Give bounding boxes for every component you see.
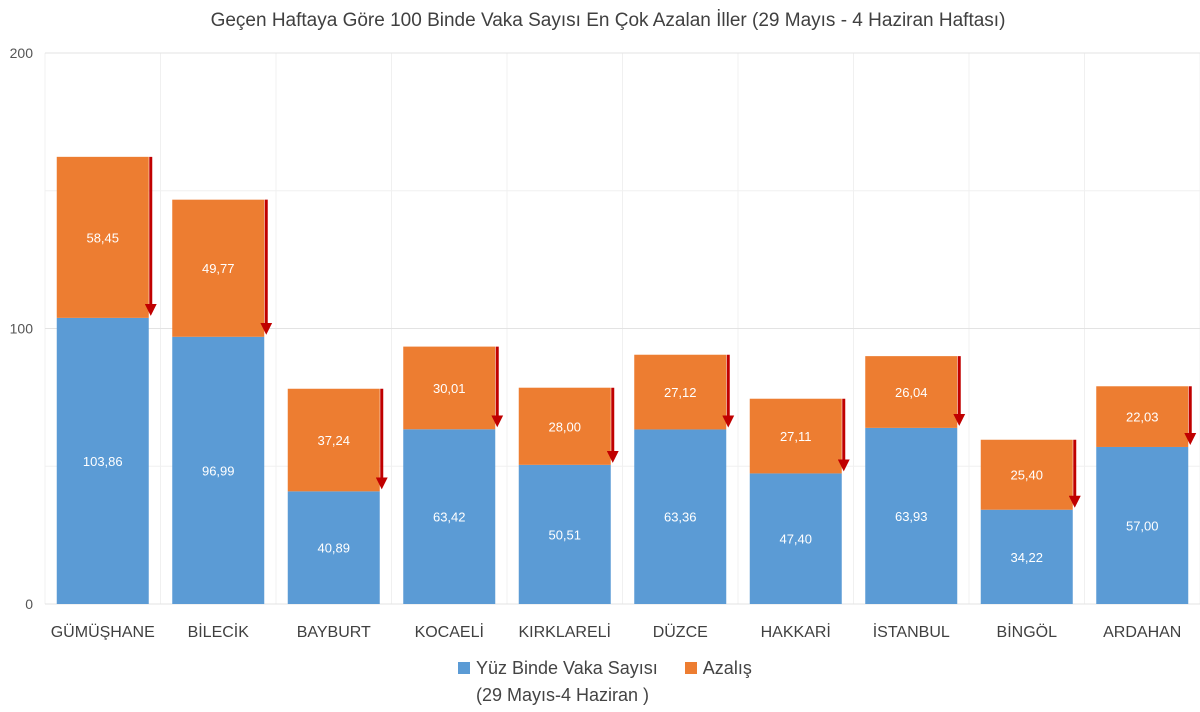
x-tick-label: DÜZCE	[653, 623, 708, 640]
bar-decrease	[634, 354, 727, 430]
bar-cases	[634, 429, 727, 604]
data-label: 22,03	[1126, 410, 1159, 425]
x-tick-label: İSTANBUL	[873, 622, 950, 640]
y-tick-label: 0	[25, 596, 33, 612]
data-label: 57,00	[1126, 518, 1159, 533]
legend-swatch-decrease	[684, 662, 697, 674]
bar-decrease	[865, 356, 958, 428]
legend-label-cases: Yüz Binde Vaka Sayısı	[476, 658, 658, 678]
data-label: 27,11	[780, 429, 812, 444]
y-tick-label: 100	[10, 321, 34, 337]
bar-cases	[403, 429, 496, 604]
legend-item-decrease: Azalış	[684, 658, 752, 678]
x-tick-label: HAKKARİ	[761, 622, 831, 640]
legend-label-decrease: Azalış	[702, 658, 752, 678]
legend-swatch-cases	[458, 662, 470, 674]
data-label: 63,36	[664, 510, 697, 525]
data-label: 96,99	[202, 463, 235, 478]
bar-decrease	[980, 439, 1073, 510]
bar-cases	[865, 427, 958, 604]
bar-decrease	[56, 156, 149, 318]
x-tick-label: KIRKLARELİ	[519, 622, 611, 640]
data-label: 28,00	[548, 419, 581, 434]
x-tick-label: GÜMÜŞHANE	[51, 623, 155, 640]
bar-cases	[287, 491, 380, 604]
legend-label-cases-period: (29 Mayıs-4 Haziran )	[476, 685, 650, 705]
legend-item-cases: Yüz Binde Vaka Sayısı	[458, 658, 658, 678]
y-tick-label: 200	[10, 45, 34, 61]
data-label: 103,86	[83, 454, 123, 469]
data-label: 50,51	[548, 527, 581, 542]
data-label: 47,40	[779, 532, 812, 547]
bar-decrease	[287, 388, 380, 492]
data-label: 58,45	[86, 230, 119, 245]
data-label: 49,77	[202, 261, 235, 276]
data-label: 25,40	[1010, 468, 1043, 483]
bar-cases	[56, 317, 149, 604]
chart-svg: Geçen Haftaya Göre 100 Binde Vaka Sayısı…	[10, 10, 1200, 640]
bar-decrease	[172, 199, 265, 337]
x-tick-label: BAYBURT	[297, 624, 371, 640]
data-label: 34,22	[1010, 550, 1043, 565]
legend: Yüz Binde Vaka Sayısı Azalış (29 Mayıs-4…	[458, 655, 752, 709]
x-tick-label: KOCAELİ	[415, 622, 484, 640]
bar-cases	[980, 509, 1073, 604]
bar-decrease	[403, 346, 496, 430]
bar-decrease	[749, 398, 842, 474]
bar-decrease	[518, 387, 611, 465]
chart-title: Geçen Haftaya Göre 100 Binde Vaka Sayısı…	[211, 10, 1006, 31]
bar-cases	[749, 473, 842, 604]
bar-cases	[518, 464, 611, 604]
data-label: 26,04	[895, 385, 928, 400]
data-label: 37,24	[317, 433, 350, 448]
x-tick-label: BİLECİK	[188, 622, 250, 640]
bar-cases	[1096, 446, 1189, 604]
data-label: 40,89	[317, 541, 350, 556]
x-tick-label: BİNGÖL	[997, 622, 1058, 640]
data-label: 63,93	[895, 509, 928, 524]
data-label: 30,01	[433, 381, 466, 396]
bar-cases	[172, 336, 265, 604]
data-label: 27,12	[664, 385, 697, 400]
data-label: 63,42	[433, 510, 466, 525]
x-tick-label: ARDAHAN	[1103, 624, 1181, 640]
bar-decrease	[1096, 386, 1189, 447]
